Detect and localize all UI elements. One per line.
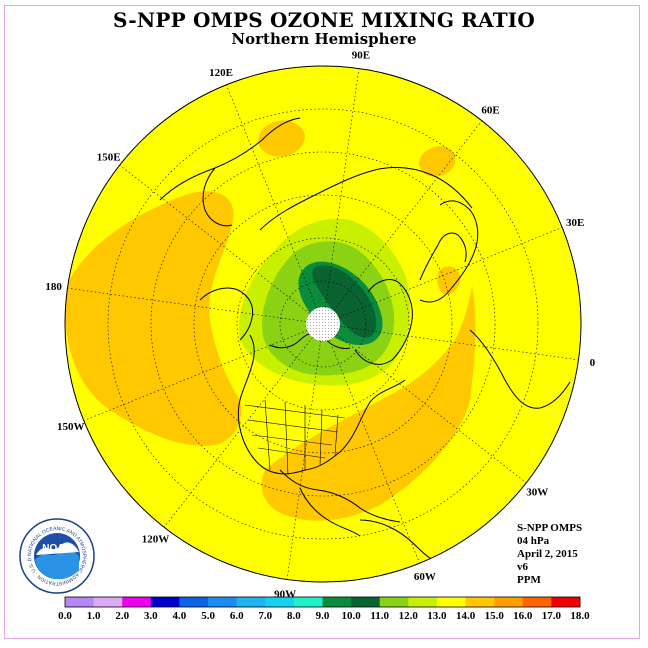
ozone-region-east-siberia <box>258 120 305 157</box>
ozone-field <box>65 66 581 582</box>
meridian-line <box>333 120 483 311</box>
coast-scandinavia <box>419 232 467 281</box>
colorbar-swatch <box>351 597 381 607</box>
coast-africa <box>469 329 571 409</box>
colorbar-swatch <box>236 597 266 607</box>
map-title: S-NPP OMPS OZONE MIXING RATIO <box>113 8 535 32</box>
polar-no-data-cap <box>306 307 340 341</box>
map-subtitle: Northern Hemisphere <box>231 30 417 48</box>
info-instrument: S-NPP OMPS <box>517 522 583 534</box>
colorbar-tick-label: 13.0 <box>427 610 447 622</box>
meridian-line <box>339 326 579 361</box>
meridian-line <box>119 164 310 314</box>
info-units: PPM <box>517 574 541 586</box>
coast-alaska <box>199 287 254 341</box>
meridian-line <box>226 84 317 309</box>
longitude-label: 30E <box>566 217 584 229</box>
colorbar-swatch <box>122 597 152 607</box>
colorbar-swatch <box>551 597 581 607</box>
ozone-region-central-asia <box>419 146 456 177</box>
colorbar-tick-label: 5.0 <box>201 610 215 622</box>
meridian-line <box>338 227 563 318</box>
colorbar-tick-label: 14.0 <box>456 610 476 622</box>
colorbar-tick-label: 2.0 <box>115 610 129 622</box>
meridians <box>67 68 579 580</box>
colorbar-swatch <box>408 597 438 607</box>
longitude-label: 90E <box>352 50 370 62</box>
colorbar-swatch <box>494 597 524 607</box>
meridian-line <box>286 340 321 580</box>
coast-central-america <box>299 487 361 537</box>
coast-gulf-mexico <box>279 469 401 523</box>
longitude-label: 150W <box>57 421 85 433</box>
colorbar-swatch <box>293 597 323 607</box>
meridian-line <box>163 337 313 528</box>
info-date: April 2, 2015 <box>517 548 578 560</box>
colorbar-tick-label: 6.0 <box>230 610 244 622</box>
longitude-label: 0 <box>590 357 596 369</box>
colorbar-tick-label: 17.0 <box>542 610 562 622</box>
longitude-label: 120E <box>209 67 233 79</box>
colorbar-swatch <box>465 597 495 607</box>
ozone-region-atlantic <box>261 285 476 521</box>
colorbar-tick-label: 7.0 <box>258 610 272 622</box>
ozone-region-pacific <box>65 191 242 446</box>
coast-east-asia <box>159 117 301 201</box>
colorbar-swatch <box>208 597 237 607</box>
colorbar-swatch <box>522 597 552 607</box>
colorbar-tick-label: 16.0 <box>513 610 533 622</box>
colorbar-tick-label: 10.0 <box>341 610 361 622</box>
colorbar-tick-label: 11.0 <box>370 610 389 622</box>
meridian-line <box>329 339 420 564</box>
longitude-label: 60E <box>481 105 499 117</box>
longitude-label: 180 <box>45 281 62 293</box>
colorbar-tick-label: 15.0 <box>485 610 505 622</box>
meridian-line <box>336 334 527 484</box>
longitude-label: 120W <box>142 533 170 545</box>
colorbar-swatch <box>150 597 180 607</box>
colorbar-tick-label: 8.0 <box>287 610 301 622</box>
colorbar-swatch <box>322 597 352 607</box>
colorbar-tick-label: 12.0 <box>399 610 419 622</box>
colorbar-swatch <box>436 597 466 607</box>
colorbar-tick-label: 9.0 <box>316 610 330 622</box>
colorbar-swatch <box>93 597 123 607</box>
meridian-line <box>325 68 360 308</box>
colorbar-tick-label: 18.0 <box>570 610 590 622</box>
longitude-label: 60W <box>414 571 436 583</box>
meridian-line <box>67 287 307 322</box>
colorbar-border <box>64 596 581 608</box>
longitude-label: 30W <box>526 487 548 499</box>
colorbar-tick-label: 4.0 <box>173 610 187 622</box>
map-boundary <box>64 65 582 583</box>
colorbar-tick-label: 0.0 <box>58 610 72 622</box>
figure-frame <box>4 5 640 639</box>
colorbar-tick-label: 3.0 <box>144 610 158 622</box>
colorbar-swatch <box>379 597 409 607</box>
colorbar-tick-label: 1.0 <box>87 610 101 622</box>
meridian-line <box>83 330 308 421</box>
coastlines <box>159 79 576 564</box>
noaa-logo-acronym: NOAA <box>42 543 71 554</box>
info-level: 04 hPa <box>517 535 550 547</box>
ozone-region-europe <box>437 266 461 295</box>
coast-north-america <box>237 334 406 475</box>
colorbar-swatch <box>179 597 209 607</box>
ozone-region-polar-darkgreen <box>312 265 377 338</box>
longitude-label: 150E <box>97 152 121 164</box>
coast-greenland <box>354 279 413 365</box>
latitude-circles <box>107 108 539 540</box>
colorbar: 0.0 1.0 2.0 3.0 4.0 5.0 6.0 7.0 8.0 9.0 10.0 11.0 12… <box>58 596 590 622</box>
coast-kamchatka <box>202 167 233 227</box>
info-version: v6 <box>517 561 528 573</box>
political-boundaries <box>244 399 346 476</box>
colorbar-swatch <box>65 597 94 607</box>
coast-europe <box>419 200 479 303</box>
coast-asia-north <box>259 167 473 231</box>
info-block: S-NPP OMPS 04 hPa April 2, 2015 v6 PPM <box>517 522 582 587</box>
colorbar-swatch <box>265 597 295 607</box>
